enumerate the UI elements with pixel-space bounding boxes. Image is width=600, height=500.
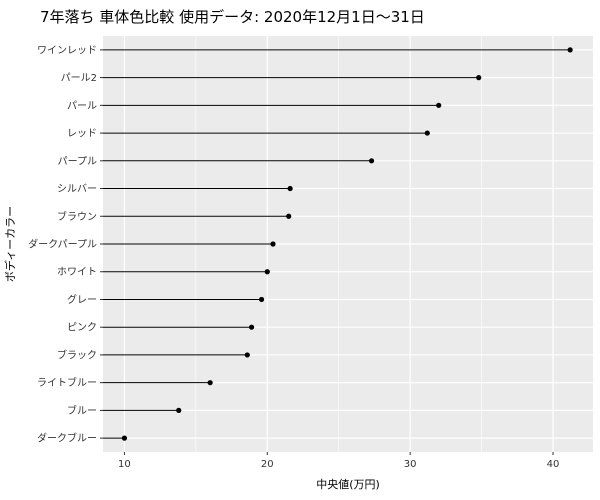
lollipop-point (176, 407, 182, 413)
y-tick-label: ブルー (67, 404, 97, 417)
y-tick-label: シルバー (57, 183, 97, 195)
y-tick-label: レッド (67, 129, 97, 140)
lollipop-point (121, 435, 128, 441)
lollipop-point (436, 102, 442, 108)
lollipop-point (424, 130, 430, 136)
y-tick-label: パープル (58, 155, 97, 167)
y-tick-label: ブラック (57, 348, 97, 361)
lollipop-point (258, 296, 265, 303)
lollipop-point (264, 269, 270, 275)
lollipop-point (244, 352, 250, 358)
y-axis-title: ボディーカラー (3, 206, 17, 282)
y-tick-label: パール (67, 100, 97, 112)
chart-title: 7年落ち 車体色比較 使用データ: 2020年12月1日～31日 (40, 8, 425, 26)
x-tick-label: 20 (261, 459, 274, 470)
y-tick-label: ダークパープル (28, 238, 97, 251)
lollipop-point (368, 158, 375, 164)
y-tick-label: ライトブルー (37, 376, 97, 389)
lollipop-point (476, 75, 482, 81)
lollipop-point (248, 324, 255, 330)
lollipop-point (286, 213, 292, 219)
y-tick-label: ワインレッド (37, 45, 97, 56)
x-axis-title: 中央値(万円) (316, 478, 380, 491)
y-tick-label: ホワイト (57, 266, 97, 278)
stem-layer (103, 49, 571, 439)
lollipop-point (270, 241, 276, 247)
x-tick-label: 30 (404, 459, 417, 470)
lollipop-point (207, 380, 213, 386)
point-layer (121, 47, 573, 441)
y-tick-label: パール2 (61, 72, 97, 84)
y-tick-label: グレー (67, 293, 97, 306)
lollipop-point (287, 185, 293, 192)
x-tick-label: 10 (118, 459, 131, 470)
y-tick-label: ピンク (67, 322, 97, 334)
y-tick-label: ブラウン (57, 210, 97, 223)
x-tick-label: 40 (547, 459, 560, 470)
lollipop-point (567, 47, 573, 53)
y-tick-label: ダークブルー (37, 432, 97, 445)
x-tick-labels: 10 20 30 40 (118, 452, 559, 470)
